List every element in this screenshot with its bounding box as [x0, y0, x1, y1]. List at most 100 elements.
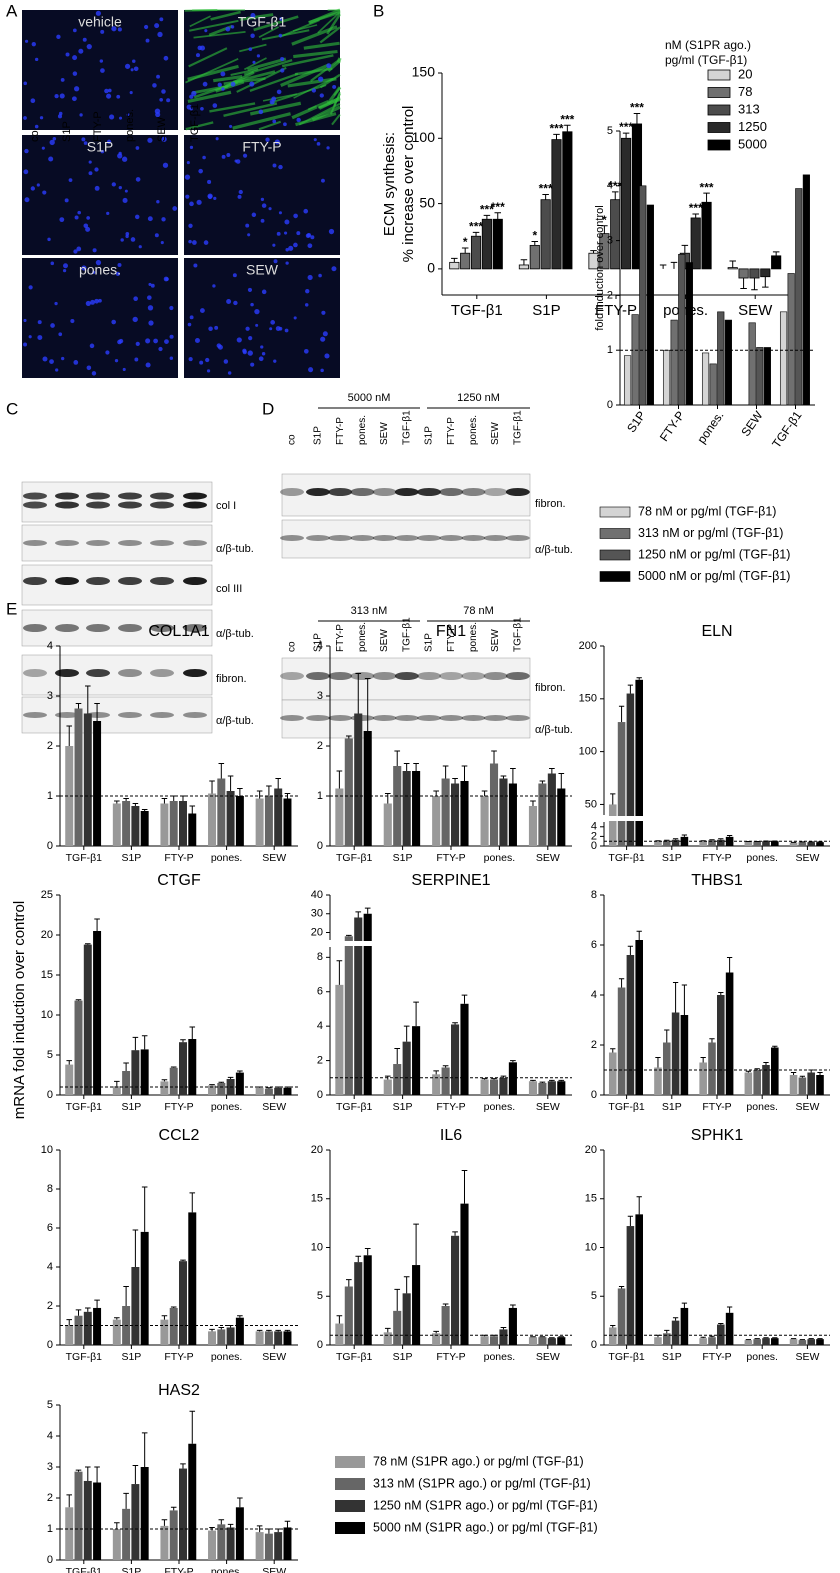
bar	[93, 1482, 102, 1560]
nucleus	[252, 60, 256, 64]
nucleus	[42, 190, 47, 195]
error-bar	[726, 834, 733, 837]
band	[372, 715, 397, 721]
bar	[626, 955, 635, 1095]
nucleus	[100, 149, 105, 154]
chart-title: CTGF	[157, 872, 201, 889]
nucleus	[226, 299, 232, 304]
x-tick-label: S1P	[393, 1351, 413, 1363]
x-tick-label: S1P	[121, 1351, 141, 1363]
x-tick-label: S1P	[393, 852, 413, 864]
bar	[208, 1085, 217, 1095]
chart-title: IL6	[440, 1127, 462, 1144]
nucleus	[54, 301, 58, 306]
error-bar	[394, 750, 401, 766]
nucleus	[130, 68, 134, 72]
nucleus	[169, 334, 174, 339]
x-tick-label: S1P	[393, 1101, 413, 1113]
bar	[208, 793, 217, 846]
error-bar	[442, 1065, 449, 1068]
bar	[508, 783, 517, 846]
error-bar	[170, 1306, 177, 1308]
nucleus	[161, 136, 167, 142]
error-bar	[180, 1039, 186, 1043]
nucleus	[117, 339, 122, 345]
nucleus	[293, 213, 298, 219]
y-tick-label: 5	[47, 1049, 53, 1061]
bar	[816, 842, 824, 846]
y-tick-label: 20	[311, 926, 323, 938]
bar	[626, 693, 635, 846]
bar	[131, 1267, 140, 1345]
y-tick-label: 0	[317, 1089, 323, 1101]
error-bar	[751, 278, 758, 291]
nucleus	[237, 194, 242, 199]
band	[86, 540, 110, 546]
bar	[140, 1049, 149, 1095]
bar	[635, 1214, 643, 1345]
nucleus	[285, 261, 289, 265]
x-tick-label: FTY-P	[702, 852, 731, 864]
error-bar	[452, 778, 458, 784]
nucleus	[247, 233, 251, 237]
chart-title: THBS1	[691, 872, 743, 889]
nucleus	[242, 348, 247, 353]
x-tick-label: TGF-β1	[66, 852, 103, 864]
nucleus	[285, 248, 289, 252]
nucleus	[313, 138, 317, 142]
x-tick-label: SEW	[536, 852, 560, 864]
nucleus	[280, 56, 285, 62]
nucleus	[133, 296, 138, 301]
y-tick-label: 2	[47, 1492, 53, 1504]
nucleus	[189, 201, 194, 207]
fiber	[262, 93, 298, 102]
bar	[140, 1467, 149, 1560]
lane-label: SEW	[490, 422, 501, 445]
bar	[383, 803, 392, 846]
lane-label: SEW	[379, 629, 390, 652]
bar	[188, 813, 197, 846]
band	[306, 715, 330, 721]
bar	[274, 1532, 283, 1560]
error-bar	[394, 1288, 401, 1311]
significance: ***	[491, 200, 505, 214]
bar	[518, 264, 529, 270]
bar	[489, 1336, 499, 1345]
row-label: fibron.	[535, 682, 566, 694]
error-bar	[433, 1330, 440, 1334]
micrograph	[22, 258, 178, 378]
nucleus	[134, 357, 139, 362]
x-tick-label: SEW	[738, 302, 773, 319]
lane-label: S1P	[61, 121, 73, 142]
nucleus	[212, 284, 216, 288]
band	[183, 492, 207, 500]
error-bar	[729, 260, 736, 268]
error-bar	[75, 703, 82, 709]
legend-label: 20	[738, 66, 752, 81]
bar	[74, 1000, 83, 1095]
legend-swatch	[599, 506, 631, 518]
nucleus	[106, 139, 112, 145]
error-bar	[266, 1528, 272, 1534]
nucleus	[94, 185, 100, 191]
bar	[508, 1307, 517, 1345]
error-bar	[553, 133, 560, 140]
error-bar	[433, 1070, 440, 1075]
nucleus	[163, 276, 169, 282]
fiber	[329, 91, 341, 115]
nucleus	[250, 302, 254, 307]
bar	[762, 1065, 770, 1095]
nucleus	[279, 17, 284, 21]
error-bar	[618, 705, 625, 723]
bar	[499, 778, 508, 846]
bar	[160, 803, 169, 846]
legend-swatch	[599, 549, 631, 561]
row-label: col I	[216, 500, 236, 512]
nucleus	[120, 238, 124, 242]
nucleus	[159, 97, 163, 102]
lane-label: co	[29, 130, 41, 142]
band	[417, 672, 441, 680]
band	[505, 715, 530, 721]
error-bar	[266, 785, 272, 796]
x-tick-label: FTY-P	[436, 1101, 465, 1113]
